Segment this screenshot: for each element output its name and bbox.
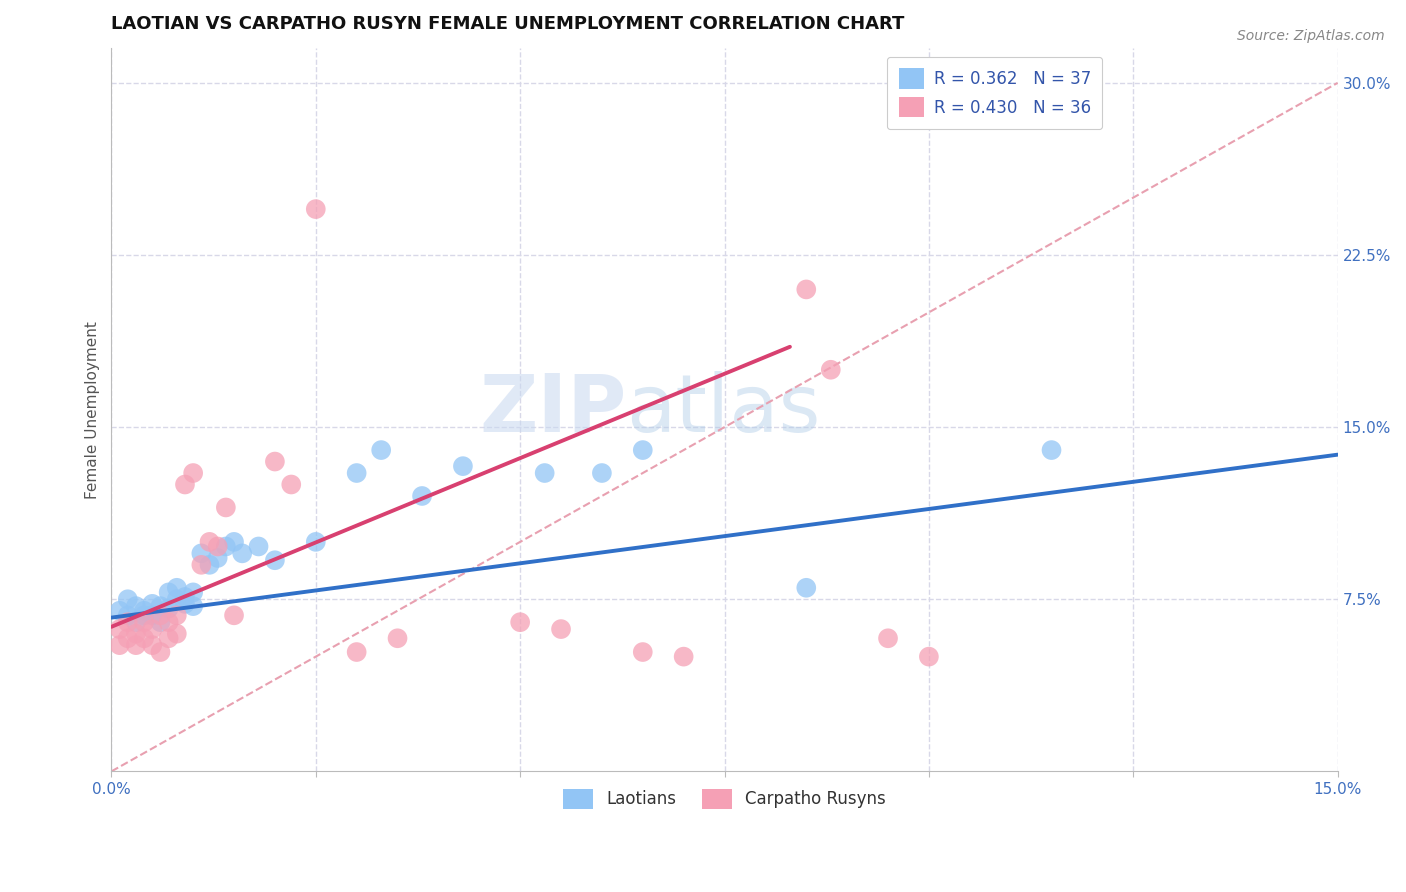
Point <box>820 363 842 377</box>
Point <box>132 632 155 646</box>
Point <box>794 282 817 296</box>
Point <box>117 608 139 623</box>
Point <box>190 546 212 560</box>
Point <box>231 546 253 560</box>
Point <box>631 645 654 659</box>
Point <box>141 638 163 652</box>
Point <box>117 632 139 646</box>
Text: Source: ZipAtlas.com: Source: ZipAtlas.com <box>1237 29 1385 43</box>
Point <box>181 599 204 614</box>
Point <box>166 581 188 595</box>
Point <box>141 622 163 636</box>
Text: LAOTIAN VS CARPATHO RUSYN FEMALE UNEMPLOYMENT CORRELATION CHART: LAOTIAN VS CARPATHO RUSYN FEMALE UNEMPLO… <box>111 15 905 33</box>
Point <box>1040 443 1063 458</box>
Point <box>132 615 155 630</box>
Text: atlas: atlas <box>627 371 821 449</box>
Point <box>132 604 155 618</box>
Point <box>166 626 188 640</box>
Point <box>166 608 188 623</box>
Point <box>125 615 148 630</box>
Point <box>174 590 197 604</box>
Point <box>222 608 245 623</box>
Point <box>264 454 287 468</box>
Point <box>141 597 163 611</box>
Point <box>108 622 131 636</box>
Point <box>207 550 229 565</box>
Point <box>264 553 287 567</box>
Point <box>125 638 148 652</box>
Point <box>509 615 531 630</box>
Point <box>794 581 817 595</box>
Point <box>451 459 474 474</box>
Point <box>198 534 221 549</box>
Point <box>157 632 180 646</box>
Point <box>117 592 139 607</box>
Point <box>157 601 180 615</box>
Point <box>346 645 368 659</box>
Point <box>346 466 368 480</box>
Point <box>125 599 148 614</box>
Point <box>877 632 900 646</box>
Point <box>132 608 155 623</box>
Point <box>125 626 148 640</box>
Point <box>207 540 229 554</box>
Point <box>411 489 433 503</box>
Point <box>198 558 221 572</box>
Point <box>181 466 204 480</box>
Point <box>215 540 238 554</box>
Point <box>280 477 302 491</box>
Point <box>370 443 392 458</box>
Point <box>149 615 172 630</box>
Point <box>108 638 131 652</box>
Point <box>918 649 941 664</box>
Point <box>149 608 172 623</box>
Legend: Laotians, Carpatho Rusyns: Laotians, Carpatho Rusyns <box>555 780 894 817</box>
Point <box>550 622 572 636</box>
Point <box>190 558 212 572</box>
Point <box>305 202 328 216</box>
Y-axis label: Female Unemployment: Female Unemployment <box>86 321 100 499</box>
Point <box>305 534 328 549</box>
Point <box>591 466 613 480</box>
Point <box>631 443 654 458</box>
Point <box>141 608 163 623</box>
Point <box>387 632 409 646</box>
Point <box>149 599 172 614</box>
Point <box>166 592 188 607</box>
Point <box>181 585 204 599</box>
Point <box>247 540 270 554</box>
Point <box>108 604 131 618</box>
Text: ZIP: ZIP <box>479 371 627 449</box>
Point <box>533 466 555 480</box>
Point <box>222 534 245 549</box>
Point <box>157 585 180 599</box>
Point <box>149 645 172 659</box>
Point <box>174 477 197 491</box>
Point <box>215 500 238 515</box>
Point <box>117 615 139 630</box>
Point <box>672 649 695 664</box>
Point <box>157 615 180 630</box>
Point <box>174 597 197 611</box>
